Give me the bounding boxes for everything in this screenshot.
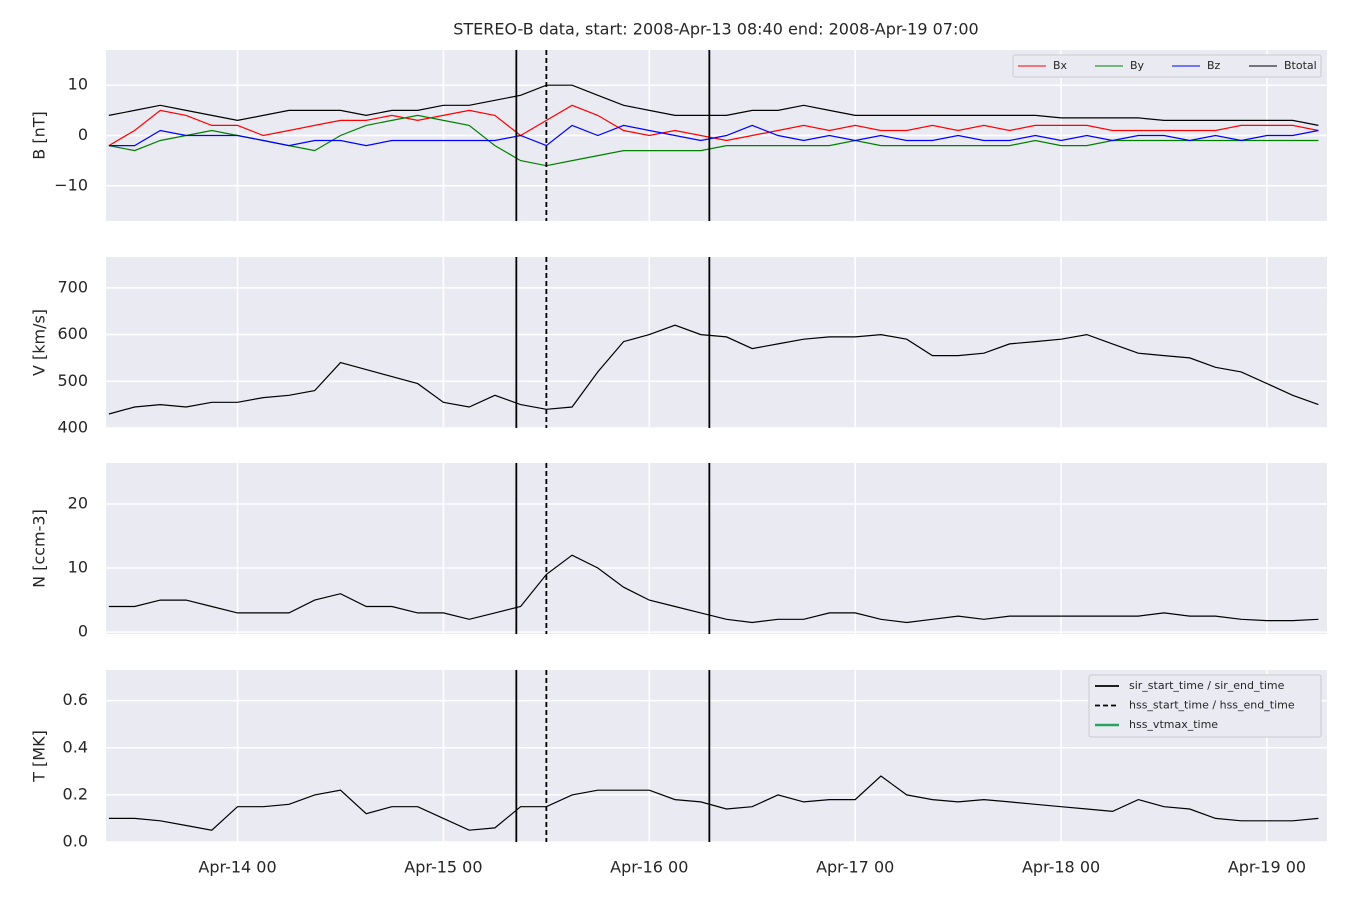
legend-box bbox=[1012, 54, 1322, 78]
legend-label: By bbox=[1130, 59, 1145, 72]
legend-label: hss_start_time / hss_end_time bbox=[1129, 699, 1295, 712]
y-tick-label: 700 bbox=[57, 277, 88, 296]
y-tick-label: 20 bbox=[68, 493, 88, 512]
legend-label: sir_start_time / sir_end_time bbox=[1129, 679, 1285, 692]
y-tick-label: 0.6 bbox=[63, 690, 88, 709]
x-tick-label: Apr-16 00 bbox=[610, 858, 688, 877]
x-tick-label: Apr-19 00 bbox=[1228, 858, 1306, 877]
series-line bbox=[108, 124, 1319, 147]
y-tick-label: 500 bbox=[57, 371, 88, 390]
y-tick-label: 10 bbox=[68, 558, 88, 577]
y-axis-label: N [ccm-3] bbox=[30, 509, 49, 588]
plot-background bbox=[106, 463, 1327, 634]
x-tick-label: Apr-14 00 bbox=[198, 858, 276, 877]
series-line bbox=[108, 84, 1319, 126]
x-tick-label: Apr-18 00 bbox=[1022, 858, 1100, 877]
legend-label: Bx bbox=[1053, 59, 1068, 72]
legend-label: Bz bbox=[1207, 59, 1221, 72]
y-axis-label: B [nT] bbox=[30, 111, 49, 159]
legend-label: hss_vtmax_time bbox=[1129, 718, 1218, 731]
y-tick-label: 400 bbox=[57, 418, 88, 437]
plot-background bbox=[106, 257, 1327, 428]
y-axis-label: T [MK] bbox=[30, 730, 49, 783]
y-tick-label: 600 bbox=[57, 324, 88, 343]
legend-box bbox=[1088, 674, 1322, 738]
y-tick-label: 0.0 bbox=[63, 832, 88, 851]
x-tick-label: Apr-17 00 bbox=[816, 858, 894, 877]
legend-label: Btotal bbox=[1284, 59, 1317, 72]
y-tick-label: 0.2 bbox=[63, 784, 88, 803]
y-tick-label: 0 bbox=[78, 125, 88, 144]
series-line bbox=[108, 114, 1319, 167]
series-line bbox=[108, 324, 1319, 415]
series-line bbox=[108, 775, 1319, 831]
x-tick-label: Apr-15 00 bbox=[404, 858, 482, 877]
y-tick-label: −10 bbox=[54, 175, 88, 194]
y-axis-label: V [km/s] bbox=[30, 309, 49, 376]
y-tick-label: 10 bbox=[68, 75, 88, 94]
series-line bbox=[108, 554, 1319, 624]
chart-title: STEREO-B data, start: 2008-Apr-13 08:40 … bbox=[453, 20, 978, 39]
y-tick-label: 0 bbox=[78, 622, 88, 641]
y-tick-label: 0.4 bbox=[63, 737, 88, 756]
